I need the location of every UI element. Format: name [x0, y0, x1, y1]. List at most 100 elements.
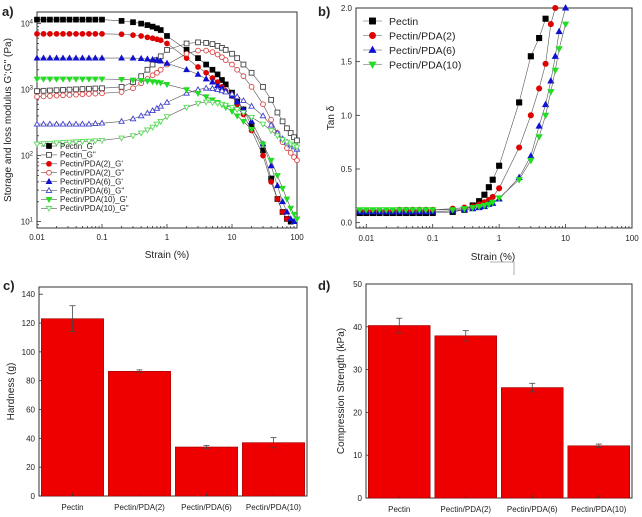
series-4 — [356, 21, 570, 214]
data-point — [33, 120, 41, 127]
data-point — [283, 208, 291, 215]
data-point — [98, 119, 106, 126]
bar — [41, 318, 104, 497]
data-point — [259, 121, 267, 128]
data-point — [40, 76, 47, 83]
data-point — [267, 121, 275, 128]
data-point — [53, 120, 60, 127]
data-point — [92, 30, 99, 37]
data-point — [516, 99, 523, 106]
data-point — [144, 55, 151, 62]
y-tick-label: 50 — [353, 280, 362, 289]
x-tick-label: 100 — [290, 233, 304, 242]
data-point — [541, 100, 550, 108]
data-point — [240, 119, 247, 126]
y-tick-exponent: 3 — [30, 86, 34, 92]
data-point — [79, 86, 86, 92]
legend-label: Pectin/PDA(10) — [389, 60, 461, 72]
legend-label: Pectin/PDA(10)_G' — [60, 195, 128, 204]
data-point — [66, 76, 73, 83]
legend-marker — [45, 197, 53, 204]
x-tick-label: Pectin/PDA(2) — [114, 503, 165, 512]
y-axis-label: Storage and loss modulus G';G" (Pa) — [3, 38, 14, 202]
data-point — [402, 207, 410, 214]
data-point — [195, 64, 201, 70]
data-point — [218, 87, 226, 94]
data-point — [118, 135, 125, 142]
data-point — [183, 50, 190, 57]
data-point — [118, 54, 125, 61]
legend-label: Pectin/PDA(6) — [389, 45, 456, 57]
data-point — [34, 93, 40, 100]
x-tick-label: Pectin — [388, 505, 410, 514]
data-point — [536, 85, 543, 92]
x-tick-label: Pectin/PDA(6) — [507, 505, 558, 514]
data-point — [287, 215, 295, 222]
data-point — [85, 120, 93, 127]
data-point — [40, 30, 47, 37]
y-tick-label: 100 — [22, 348, 36, 357]
y-axis-label: Compression Strength (kPa) — [336, 328, 347, 454]
data-point — [547, 77, 555, 84]
data-point — [375, 207, 384, 214]
data-point — [248, 69, 255, 76]
series-4 — [34, 47, 300, 164]
y-tick-label: 0.5 — [341, 165, 353, 174]
legend-marker — [368, 45, 377, 53]
data-point — [138, 20, 144, 27]
series-7 — [33, 76, 301, 223]
data-point — [284, 125, 290, 132]
data-point — [153, 56, 161, 63]
data-point — [547, 21, 554, 28]
data-point — [561, 21, 570, 29]
data-point — [209, 84, 216, 91]
data-point — [362, 207, 370, 214]
data-point — [203, 40, 209, 46]
data-point — [516, 144, 523, 151]
data-point — [194, 90, 202, 97]
data-point — [194, 100, 202, 107]
data-point — [183, 104, 190, 111]
data-point — [194, 70, 202, 77]
data-point — [552, 4, 559, 12]
x-tick-label: Pectin/PDA(10) — [246, 503, 301, 512]
data-point — [240, 96, 247, 104]
data-point — [47, 87, 53, 94]
data-point — [164, 33, 170, 39]
panel-label: a) — [2, 4, 14, 19]
data-point — [267, 128, 275, 135]
data-point — [382, 207, 390, 214]
data-point — [274, 182, 281, 189]
data-point — [34, 30, 40, 37]
data-point — [195, 55, 201, 61]
data-point — [485, 184, 492, 191]
data-point — [79, 139, 86, 146]
data-point — [33, 76, 41, 83]
data-point — [290, 211, 298, 218]
data-point — [248, 84, 255, 90]
data-point — [214, 71, 221, 78]
plot-frame — [365, 283, 633, 499]
series-2 — [356, 4, 559, 214]
data-point — [293, 216, 301, 223]
data-point — [33, 141, 41, 148]
data-point — [86, 30, 92, 37]
data-point — [85, 138, 93, 145]
data-point — [149, 124, 156, 131]
legend-label: Pectin/PDA(2)_G" — [60, 169, 124, 178]
data-point — [449, 207, 457, 214]
data-point — [40, 120, 47, 127]
data-point — [40, 54, 47, 61]
data-point — [229, 50, 235, 57]
legend-label: Pectin/PDA(2)_G' — [60, 160, 123, 169]
y-tick-label: 0.0 — [341, 219, 353, 228]
data-point — [214, 51, 221, 58]
data-point — [79, 120, 86, 127]
y-axis-label: Tan δ — [326, 105, 337, 130]
data-point — [73, 30, 79, 37]
panel-c-hardness-chart: c) 0 20 40 60 80 100 120 140 Hardness (g) Pectin Pe… — [3, 278, 308, 512]
legend-marker — [46, 169, 52, 176]
data-point — [144, 127, 151, 134]
x-tick-label: 10 — [228, 233, 237, 242]
